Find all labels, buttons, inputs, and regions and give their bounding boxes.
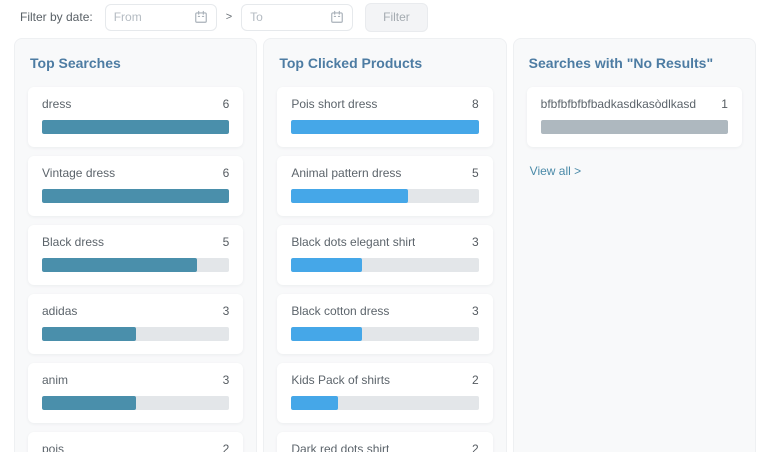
progress-track bbox=[291, 120, 479, 134]
progress-track bbox=[291, 189, 479, 203]
panel-no-results-searches: Searches with "No Results" bfbfbfbfbfbad… bbox=[512, 38, 756, 452]
item-label: Animal pattern dress bbox=[291, 166, 402, 180]
progress-track bbox=[42, 120, 230, 134]
progress-track bbox=[291, 327, 479, 341]
item-label: Black dots elegant shirt bbox=[291, 235, 416, 249]
item-count: 6 bbox=[222, 166, 230, 180]
progress-bar bbox=[291, 120, 479, 134]
filter-by-date-label: Filter by date: bbox=[20, 10, 93, 24]
progress-bar bbox=[42, 258, 198, 272]
progress-track bbox=[291, 396, 479, 410]
list-item: Dark red dots shirt 2 bbox=[277, 432, 493, 452]
list-item: Kids Pack of shirts 2 bbox=[277, 363, 493, 423]
item-label: Vintage dress bbox=[42, 166, 116, 180]
view-all-link[interactable]: View all > bbox=[529, 164, 582, 178]
item-label: Black cotton dress bbox=[291, 304, 390, 318]
item-label: pois bbox=[42, 442, 65, 452]
item-count: 6 bbox=[222, 97, 230, 111]
item-count: 2 bbox=[471, 442, 479, 452]
calendar-icon[interactable] bbox=[330, 10, 344, 24]
list-item: Black dress 5 bbox=[28, 225, 244, 285]
item-label: Black dress bbox=[42, 235, 105, 249]
list-item: bfbfbfbfbfbadkasdkasòdlkasd 1 bbox=[526, 87, 742, 147]
panel-top-clicked-products: Top Clicked Products Pois short dress 8 … bbox=[263, 38, 507, 452]
date-range-separator: > bbox=[225, 11, 233, 23]
progress-bar bbox=[42, 189, 230, 203]
list-item: Pois short dress 8 bbox=[277, 87, 493, 147]
progress-bar bbox=[291, 189, 409, 203]
list-item: pois 2 bbox=[28, 432, 244, 452]
date-to-input[interactable] bbox=[250, 10, 327, 24]
item-label: Dark red dots shirt bbox=[291, 442, 390, 452]
item-label: bfbfbfbfbfbadkasdkasòdlkasd bbox=[540, 97, 697, 111]
item-count: 1 bbox=[721, 97, 728, 111]
panel-title: Top Clicked Products bbox=[279, 55, 423, 71]
progress-bar bbox=[42, 120, 230, 134]
panels-container: Top Searches dress 6 Vintage dress 6 Bla… bbox=[0, 34, 769, 452]
panel-title: Top Searches bbox=[30, 55, 121, 71]
progress-bar bbox=[291, 327, 362, 341]
item-count: 3 bbox=[471, 304, 479, 318]
item-count: 5 bbox=[222, 235, 230, 249]
list-item: Vintage dress 6 bbox=[28, 156, 244, 216]
progress-track bbox=[42, 396, 230, 410]
list-item: adidas 3 bbox=[28, 294, 244, 354]
item-count: 3 bbox=[471, 235, 479, 249]
progress-bar bbox=[42, 327, 136, 341]
date-to-field[interactable] bbox=[241, 3, 354, 31]
list-item: Animal pattern dress 5 bbox=[277, 156, 493, 216]
progress-track bbox=[42, 189, 230, 203]
date-from-input[interactable] bbox=[113, 10, 190, 24]
item-count: 3 bbox=[222, 304, 230, 318]
item-count: 5 bbox=[471, 166, 479, 180]
date-from-field[interactable] bbox=[104, 3, 217, 31]
progress-track bbox=[540, 120, 728, 134]
progress-bar bbox=[291, 258, 362, 272]
item-label: adidas bbox=[42, 304, 78, 318]
item-count: 2 bbox=[471, 373, 479, 387]
list-item: dress 6 bbox=[28, 87, 244, 147]
item-label: Pois short dress bbox=[291, 97, 378, 111]
progress-bar bbox=[291, 396, 339, 410]
progress-bar bbox=[540, 120, 728, 134]
item-label: Kids Pack of shirts bbox=[291, 373, 391, 387]
progress-track bbox=[42, 258, 230, 272]
list-item: Black cotton dress 3 bbox=[277, 294, 493, 354]
item-count: 3 bbox=[222, 373, 230, 387]
item-label: dress bbox=[42, 97, 72, 111]
progress-track bbox=[291, 258, 479, 272]
list-item: Black dots elegant shirt 3 bbox=[277, 225, 493, 285]
panel-title: Searches with "No Results" bbox=[528, 55, 714, 71]
panel-top-searches: Top Searches dress 6 Vintage dress 6 Bla… bbox=[14, 38, 258, 452]
progress-bar bbox=[42, 396, 136, 410]
list-item: anim 3 bbox=[28, 363, 244, 423]
filter-bar: Filter by date: > Filter bbox=[0, 0, 769, 34]
filter-button[interactable]: Filter bbox=[365, 2, 428, 32]
item-count: 2 bbox=[222, 442, 230, 452]
progress-track bbox=[42, 327, 230, 341]
calendar-icon[interactable] bbox=[194, 10, 208, 24]
item-label: anim bbox=[42, 373, 69, 387]
item-count: 8 bbox=[471, 97, 479, 111]
